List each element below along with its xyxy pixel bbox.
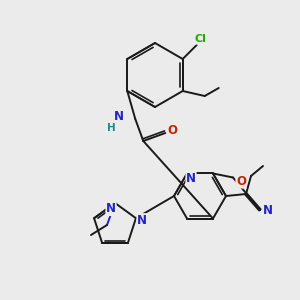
Text: N: N xyxy=(114,110,124,124)
Text: O: O xyxy=(236,175,246,188)
Text: Cl: Cl xyxy=(195,34,207,44)
Text: N: N xyxy=(186,172,196,185)
Text: N: N xyxy=(106,202,116,215)
Text: N: N xyxy=(137,214,147,227)
Text: O: O xyxy=(167,124,177,136)
Text: N: N xyxy=(263,203,273,217)
Text: H: H xyxy=(107,123,116,133)
